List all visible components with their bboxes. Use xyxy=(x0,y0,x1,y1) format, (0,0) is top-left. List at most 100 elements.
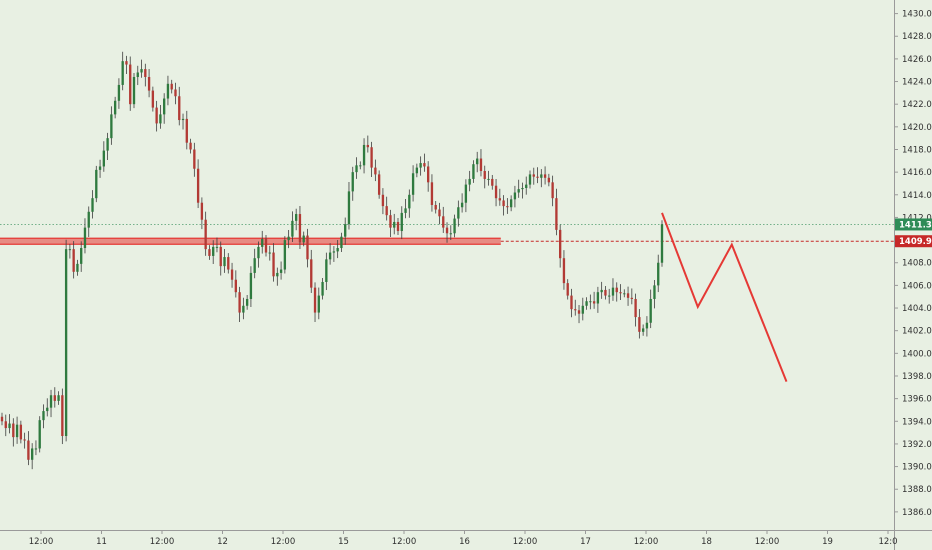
candle-body xyxy=(476,158,479,165)
candle-body xyxy=(212,246,215,256)
candle-body xyxy=(423,163,426,167)
candle-body xyxy=(257,246,260,259)
candle-body xyxy=(238,292,241,313)
candle-body xyxy=(129,64,132,105)
candle-body xyxy=(328,252,332,260)
candle-body xyxy=(430,182,434,205)
candle-body xyxy=(163,98,166,115)
candle-body xyxy=(268,252,271,254)
candle-body xyxy=(61,395,64,437)
y-tick-label: 1398.00 xyxy=(902,372,932,382)
candle-body xyxy=(585,301,588,306)
x-tick-label: 11 xyxy=(96,537,107,547)
candle-body xyxy=(532,174,535,177)
candle-body xyxy=(592,301,596,304)
candle-body xyxy=(408,194,411,209)
candle-body xyxy=(83,227,87,249)
y-tick-label: 1416.00 xyxy=(902,168,932,178)
candle-body xyxy=(377,174,381,195)
y-tick-label: 1428.00 xyxy=(902,32,932,42)
projection-line xyxy=(661,212,788,382)
candle-body xyxy=(359,165,362,167)
candle-body xyxy=(562,258,566,284)
x-tick-label: 16 xyxy=(459,537,470,547)
candle-body xyxy=(249,272,253,299)
candle-body xyxy=(634,298,637,318)
y-tick-label: 1408.00 xyxy=(902,259,932,269)
x-tick-label: 15 xyxy=(338,537,349,547)
candle-body xyxy=(540,174,543,178)
candle-body xyxy=(325,259,328,282)
candle-body xyxy=(298,214,302,243)
y-tick-label: 1402.00 xyxy=(902,327,932,337)
candle-body xyxy=(630,297,633,299)
candle-body xyxy=(136,72,139,78)
candle-body xyxy=(34,448,38,450)
candle-body xyxy=(442,216,445,228)
candle-body xyxy=(596,292,600,304)
x-tick-label: 12:00 xyxy=(634,537,659,547)
candle-body xyxy=(385,206,388,216)
candle-body xyxy=(291,220,294,237)
y-tick-label: 1422.00 xyxy=(902,100,932,110)
x-tick-label: 12:00 xyxy=(513,537,538,547)
candle-body xyxy=(95,169,98,199)
candle-body xyxy=(245,298,249,306)
candle-body xyxy=(506,206,509,208)
current-price-badge xyxy=(895,218,932,231)
y-tick-label: 1392.00 xyxy=(902,440,932,450)
candle-body xyxy=(125,61,128,65)
candle-body xyxy=(623,293,626,295)
candle-body xyxy=(657,262,660,286)
candle-body xyxy=(117,84,121,101)
current-price-label: 1411.38 xyxy=(899,220,932,230)
candle-body xyxy=(502,200,505,207)
candle-body xyxy=(581,305,584,314)
candle-body xyxy=(611,287,615,296)
candle-body xyxy=(389,215,392,228)
candle-body xyxy=(295,214,298,221)
candle-body xyxy=(404,208,407,213)
candle-body xyxy=(49,395,53,408)
candle-body xyxy=(419,163,422,168)
candle-body xyxy=(347,191,351,225)
candle-body xyxy=(340,236,343,249)
candle-body xyxy=(264,238,268,253)
candle-body xyxy=(555,198,558,230)
candle-body xyxy=(151,90,155,108)
candle-body xyxy=(653,285,656,299)
candle-body xyxy=(302,235,305,243)
candle-body xyxy=(68,249,72,251)
candle-body xyxy=(310,259,313,288)
support-zone xyxy=(0,237,501,245)
candle-body xyxy=(600,289,603,293)
x-tick-label: 17 xyxy=(580,537,591,547)
candle-body xyxy=(42,411,45,421)
candle-body xyxy=(321,281,324,296)
candle-body xyxy=(491,178,494,186)
candle-body xyxy=(332,251,336,253)
candle-body xyxy=(181,118,185,121)
candlestick-series xyxy=(0,51,664,470)
candle-body xyxy=(287,236,290,241)
candle-body xyxy=(261,238,264,247)
candle-body xyxy=(15,424,19,438)
candle-body xyxy=(396,221,400,232)
candle-body xyxy=(72,249,75,272)
candle-body xyxy=(570,295,573,310)
candle-body xyxy=(608,295,611,297)
candle-body xyxy=(178,96,181,121)
candle-body xyxy=(536,176,539,178)
x-tick-label: 12:00 xyxy=(755,537,780,547)
y-tick-label: 1386.00 xyxy=(902,508,932,518)
candle-body xyxy=(242,305,245,313)
y-tick-label: 1418.00 xyxy=(902,145,932,155)
candle-body xyxy=(645,322,649,329)
candle-body xyxy=(98,166,102,170)
candle-body xyxy=(559,229,562,259)
candle-body xyxy=(193,149,196,169)
candle-body xyxy=(46,407,49,412)
candle-body xyxy=(577,310,581,314)
